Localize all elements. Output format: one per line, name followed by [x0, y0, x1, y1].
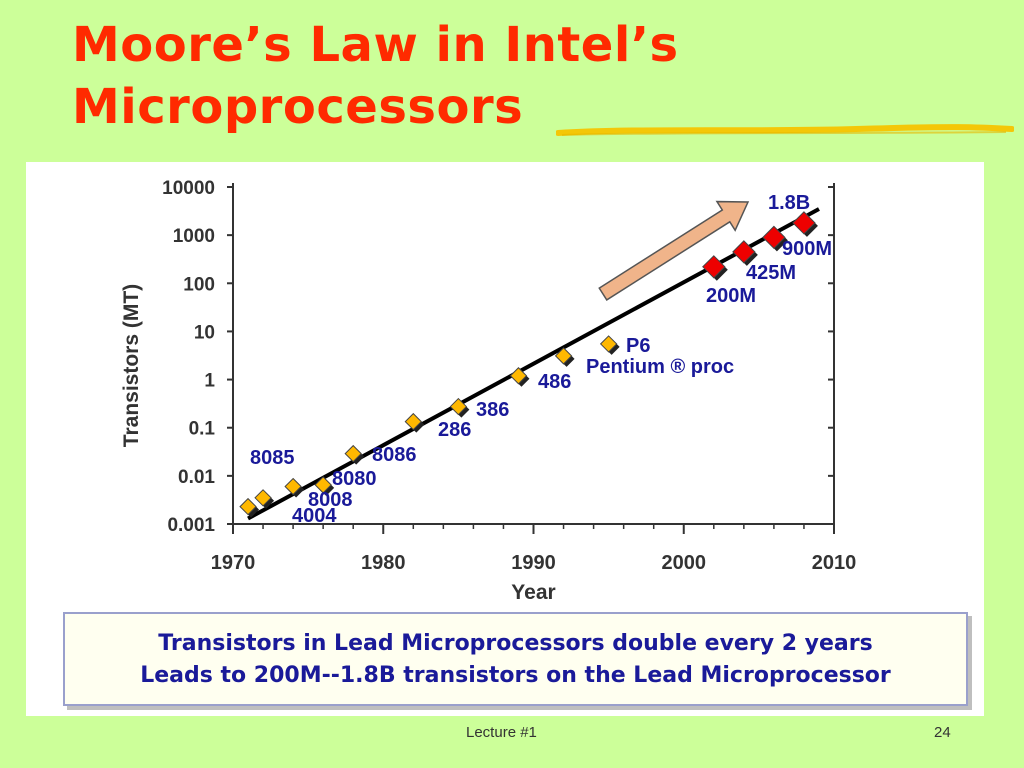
- point-label-200m: 200M: [706, 285, 756, 307]
- x-tick-label: 2010: [812, 552, 857, 574]
- point-label-8086: 8086: [372, 444, 417, 466]
- point-label-386: 386: [476, 399, 509, 421]
- caption-line-1: Transistors in Lead Microprocessors doub…: [158, 631, 873, 656]
- y-axis-title: Transistors (MT): [120, 284, 143, 447]
- point-label-pentium-proc: Pentium ® proc: [586, 356, 734, 378]
- y-tick-label: 1000: [173, 226, 215, 247]
- data-point-1995: [599, 335, 618, 353]
- x-tick-label: 1990: [511, 552, 556, 574]
- data-point-1971: [239, 497, 257, 516]
- data-point-1972: [254, 489, 272, 507]
- x-tick-label: 2000: [662, 552, 707, 574]
- data-point-2004: [732, 240, 756, 264]
- point-label-8080: 8080: [332, 468, 377, 490]
- x-tick-label: 1980: [361, 552, 406, 574]
- y-tick-label: 100: [183, 274, 215, 295]
- title-line-2: Microprocessors: [72, 79, 524, 135]
- slide-title: Moore’s Law in Intel’s Microprocessors: [72, 14, 992, 138]
- point-label-425m: 425M: [746, 262, 796, 284]
- point-label-1-8b: 1.8B: [768, 192, 810, 214]
- y-tick-label: 0.01: [178, 467, 215, 488]
- caption-box: Transistors in Lead Microprocessors doub…: [63, 612, 968, 706]
- title-line-1: Moore’s Law in Intel’s: [72, 17, 679, 73]
- data-point-1989: [509, 367, 528, 385]
- data-point-1976: [314, 476, 332, 494]
- point-label-900m: 900M: [782, 238, 832, 260]
- growth-arrow: [598, 200, 750, 301]
- data-point-1978: [344, 444, 362, 463]
- footer-page-number: 24: [934, 724, 951, 741]
- x-tick-label: 1970: [211, 552, 256, 574]
- annotation-label-p6: P6: [626, 335, 650, 357]
- data-point-1985: [449, 397, 468, 416]
- y-tick-label: 0.1: [189, 419, 216, 440]
- data-point-1982: [404, 412, 423, 431]
- y-tick-label: 0.001: [167, 515, 215, 536]
- y-tick-label: 10000: [162, 178, 215, 199]
- point-label-286: 286: [438, 419, 471, 441]
- y-tick-label: 1: [204, 371, 215, 392]
- trend-line: [247, 207, 820, 521]
- data-point-1992: [554, 347, 573, 365]
- footer-lecture-label: Lecture #1: [466, 724, 537, 741]
- point-label-8008: 8008: [308, 489, 353, 511]
- y-tick-label: 10: [194, 322, 215, 343]
- data-point-2002: [702, 255, 726, 279]
- title-underline-stroke: [556, 124, 1014, 136]
- data-point-2006: [762, 225, 786, 250]
- point-label-4004: 4004: [292, 505, 337, 527]
- x-axis-title: Year: [511, 581, 555, 604]
- point-label-8085: 8085: [250, 447, 295, 469]
- moores-law-chart: 0.001 0.01 0.1 1 10 100 1000 10000 1970 1980 1990 2…: [120, 178, 857, 604]
- data-point-1974: [284, 477, 302, 496]
- data-point-2008: [792, 211, 816, 235]
- caption-line-2: Leads to 200M--1.8B transistors on the L…: [140, 663, 891, 688]
- point-label-486: 486: [538, 371, 571, 393]
